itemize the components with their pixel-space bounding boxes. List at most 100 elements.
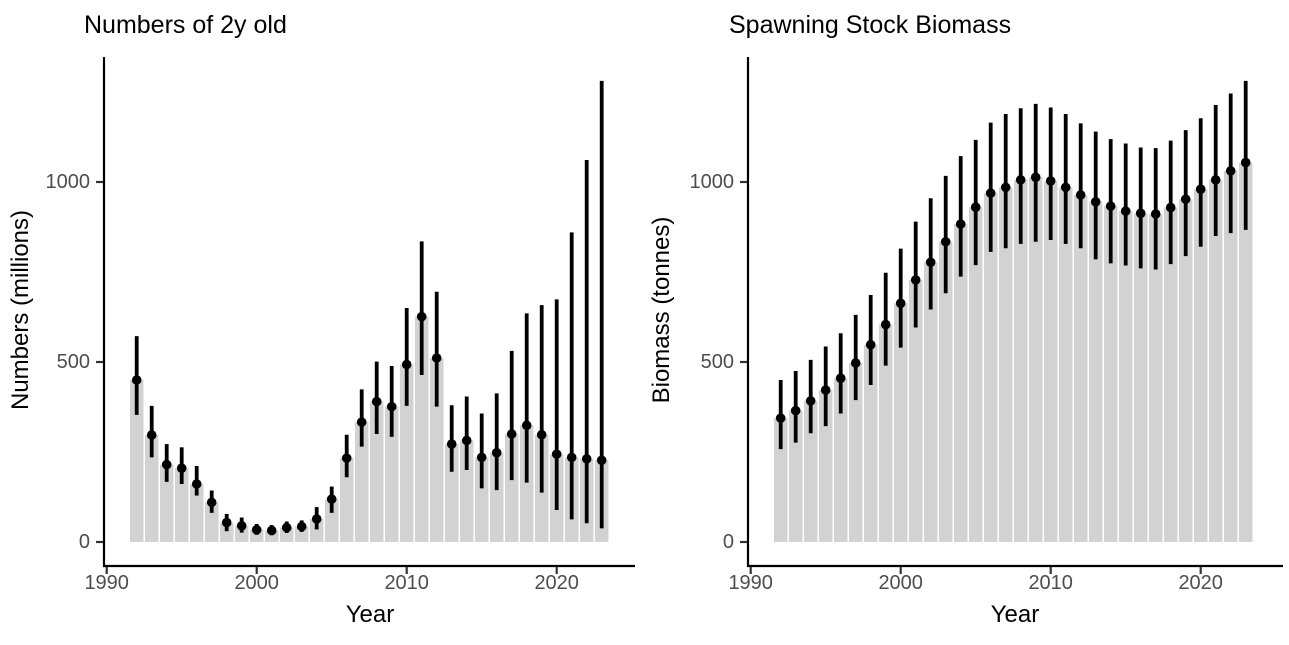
bar-2000 xyxy=(893,303,908,542)
bar-1998 xyxy=(863,344,878,542)
left-chart: 0 500 1000 1990 2000 2010 2020 xyxy=(46,57,635,594)
point-estimate-1993 xyxy=(146,430,157,440)
point-estimate-1999 xyxy=(880,319,891,330)
bar-2012 xyxy=(1073,194,1088,542)
point-estimate-1994 xyxy=(161,459,172,470)
bar-1995 xyxy=(174,468,189,542)
bar-2009 xyxy=(1028,177,1043,542)
point-estimate-2012 xyxy=(1075,190,1086,200)
bar-2005 xyxy=(968,207,983,542)
bar-2004 xyxy=(309,518,324,542)
point-estimate-2017 xyxy=(1150,209,1161,219)
bar-2013 xyxy=(1088,201,1103,543)
point-estimate-1994 xyxy=(805,396,816,406)
bar-2017 xyxy=(504,434,519,542)
x-tick-label: 2020 xyxy=(534,572,579,594)
point-estimate-2002 xyxy=(281,522,292,533)
point-estimate-2013 xyxy=(1090,197,1101,207)
point-estimate-2007 xyxy=(356,417,367,427)
point-estimate-2023 xyxy=(596,455,607,466)
point-estimate-2022 xyxy=(581,454,592,464)
point-estimate-2004 xyxy=(311,514,322,524)
bar-1999 xyxy=(878,324,893,542)
bar-2005 xyxy=(324,499,339,542)
bar-2011 xyxy=(414,316,429,542)
bar-2003 xyxy=(294,526,309,542)
y-tick-label: 500 xyxy=(57,351,90,373)
point-estimate-2006 xyxy=(341,453,352,463)
point-estimate-2018 xyxy=(521,420,532,431)
x-tick-label: 2010 xyxy=(1028,572,1073,594)
bar-2012 xyxy=(429,358,444,542)
bar-2009 xyxy=(384,406,399,542)
point-estimate-1997 xyxy=(206,497,217,508)
bar-2004 xyxy=(953,224,968,542)
point-estimate-2010 xyxy=(401,359,412,370)
bar-2018 xyxy=(519,425,534,542)
bar-1996 xyxy=(189,484,204,542)
left-panel-title: Numbers of 2y old xyxy=(84,11,287,39)
bar-2015 xyxy=(1118,211,1133,542)
bar-2010 xyxy=(399,364,414,542)
bar-1994 xyxy=(803,400,818,542)
point-estimate-2011 xyxy=(1060,182,1071,193)
point-estimate-2021 xyxy=(566,452,577,463)
bar-2019 xyxy=(1178,199,1193,542)
point-estimate-2004 xyxy=(955,219,966,229)
right-chart: 0 500 1000 1990 2000 2010 2020 xyxy=(690,57,1283,594)
bar-1997 xyxy=(204,502,219,542)
point-estimate-2015 xyxy=(1120,206,1131,216)
y-tick-label: 1000 xyxy=(46,171,91,193)
bar-2020 xyxy=(1193,189,1208,542)
point-estimate-1995 xyxy=(176,463,187,474)
y-tick-label: 0 xyxy=(723,531,734,553)
bar-1993 xyxy=(788,410,803,542)
bar-1998 xyxy=(219,522,234,542)
bar-2003 xyxy=(938,241,953,542)
y-tick-label: 500 xyxy=(701,351,734,373)
point-estimate-1998 xyxy=(221,517,232,528)
x-tick-label: 1990 xyxy=(84,572,129,594)
point-estimate-2020 xyxy=(1195,184,1206,194)
bar-2015 xyxy=(474,457,489,542)
bar-2001 xyxy=(908,279,923,542)
point-estimate-1995 xyxy=(820,385,831,395)
point-estimate-2021 xyxy=(1210,175,1221,185)
bar-1992 xyxy=(773,418,788,542)
point-estimate-2001 xyxy=(910,275,921,285)
point-estimate-2001 xyxy=(266,525,277,536)
bar-2018 xyxy=(1163,207,1178,542)
left-x-axis-title: Year xyxy=(345,601,395,628)
point-estimate-2020 xyxy=(551,449,562,459)
point-estimate-1996 xyxy=(835,373,846,384)
bar-2008 xyxy=(369,401,384,542)
bar-2022 xyxy=(1223,170,1238,542)
point-estimate-2023 xyxy=(1240,157,1251,168)
bar-2021 xyxy=(1208,179,1223,542)
point-estimate-2019 xyxy=(536,429,547,440)
point-estimate-2000 xyxy=(895,298,906,309)
bar-1992 xyxy=(129,380,144,542)
bar-2006 xyxy=(339,458,354,542)
point-estimate-2009 xyxy=(386,401,397,412)
point-estimate-2008 xyxy=(1015,175,1026,185)
point-estimate-2008 xyxy=(371,396,382,407)
x-tick-label: 2000 xyxy=(234,572,279,594)
y-tick-label: 1000 xyxy=(690,171,735,193)
bar-2006 xyxy=(983,193,998,542)
bar-2008 xyxy=(1013,179,1028,542)
point-estimate-2022 xyxy=(1225,166,1236,176)
point-estimate-2007 xyxy=(1000,182,1011,193)
x-tick-label: 2010 xyxy=(384,572,429,594)
bar-2016 xyxy=(489,452,504,542)
point-estimate-1999 xyxy=(236,521,247,531)
bar-2017 xyxy=(1148,214,1163,543)
point-estimate-2015 xyxy=(476,452,487,463)
point-estimate-2019 xyxy=(1180,194,1191,205)
bar-2023 xyxy=(1238,162,1253,542)
point-estimate-2002 xyxy=(925,257,936,268)
point-estimate-2003 xyxy=(940,236,951,247)
point-estimate-1993 xyxy=(790,405,801,416)
bar-1999 xyxy=(234,525,249,542)
point-estimate-2009 xyxy=(1030,172,1041,183)
